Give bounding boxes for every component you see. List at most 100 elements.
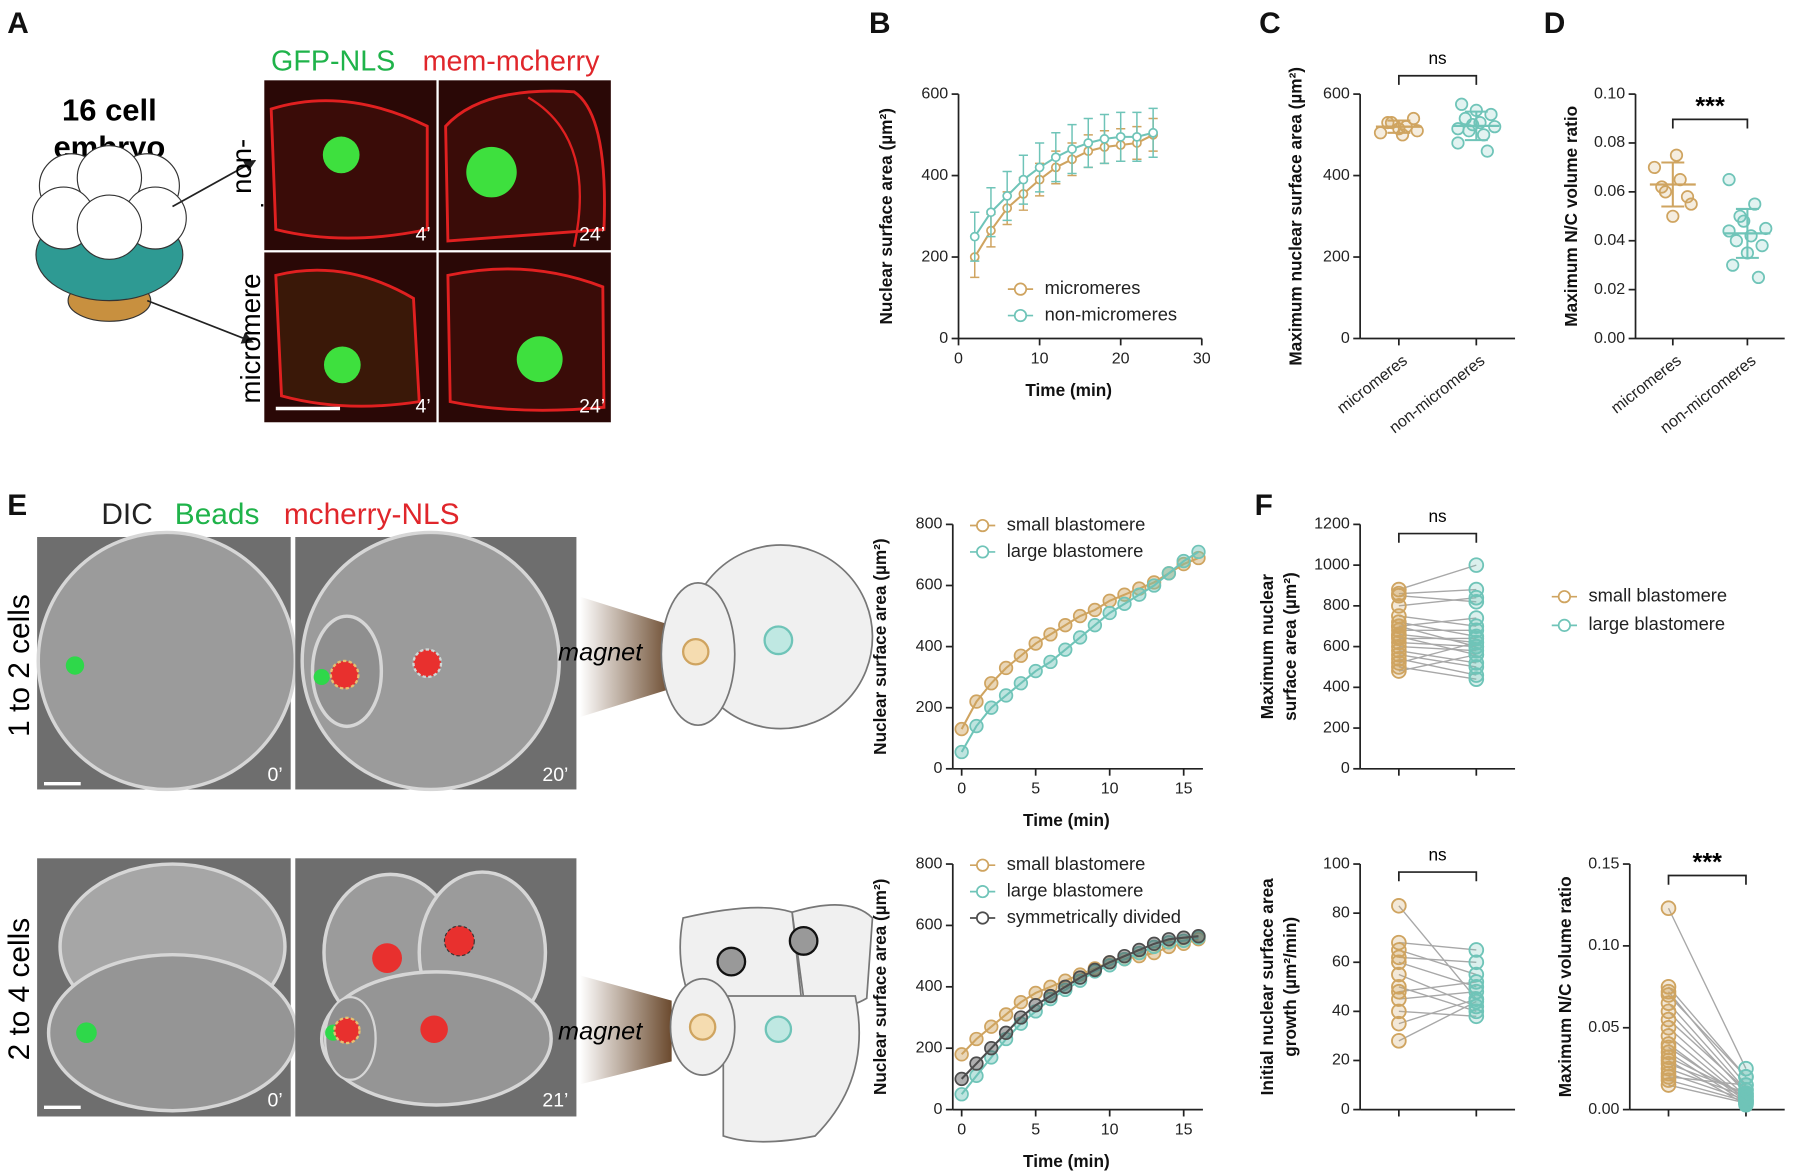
significance-label: ns xyxy=(1428,48,1446,68)
significance-label: *** xyxy=(1693,849,1723,877)
timestamp: 4’ xyxy=(416,223,431,245)
x-tick-label: 10 xyxy=(1101,780,1119,798)
data-point xyxy=(1115,131,1126,142)
nucleus xyxy=(443,925,475,957)
data-point xyxy=(984,1041,999,1056)
data-point xyxy=(1102,605,1117,621)
y-axis-label: surface area (µm²) xyxy=(1280,572,1300,721)
sd-bar xyxy=(1735,207,1759,259)
data-point xyxy=(954,1071,969,1087)
data-point xyxy=(1191,928,1206,944)
y-tick-label: 400 xyxy=(1323,166,1350,184)
data-point xyxy=(998,1007,1014,1022)
data-point xyxy=(1087,602,1103,618)
data-point xyxy=(1660,1019,1677,1036)
data-point xyxy=(1660,1049,1677,1066)
data-point xyxy=(1028,636,1043,651)
pair-line xyxy=(1667,986,1747,1078)
data-point xyxy=(1391,638,1407,655)
data-point xyxy=(1660,1060,1677,1077)
data-point xyxy=(1468,659,1485,675)
timestamp: 24’ xyxy=(579,223,605,245)
data-point xyxy=(1013,676,1029,691)
data-point xyxy=(1391,983,1407,1000)
data-point xyxy=(1660,900,1677,917)
data-point xyxy=(1013,994,1029,1010)
data-point xyxy=(1072,970,1088,985)
data-point xyxy=(1468,589,1485,606)
x-tick-label: 10 xyxy=(1101,1120,1119,1138)
pair-line xyxy=(1398,649,1477,664)
data-point xyxy=(1468,954,1485,971)
pair-line xyxy=(1398,991,1477,1000)
y-tick-label: 200 xyxy=(1323,247,1350,265)
data-point xyxy=(998,660,1014,676)
series-line xyxy=(960,551,1200,753)
nucleus xyxy=(716,946,747,977)
panel-label: D xyxy=(1544,7,1566,40)
y-tick-label: 400 xyxy=(1323,678,1350,696)
data-point xyxy=(1391,1015,1407,1032)
data-point xyxy=(1660,1003,1677,1020)
y-axis-label: Nuclear surface area (µm²) xyxy=(876,108,896,324)
data-point xyxy=(1680,190,1695,204)
pair-line xyxy=(1398,588,1477,595)
y-tick-label: 0.04 xyxy=(1594,231,1625,249)
membrane xyxy=(527,96,581,247)
pair-line xyxy=(1398,617,1477,627)
data-point xyxy=(1468,642,1485,659)
pair-line xyxy=(1398,981,1477,993)
timestamp: 21’ xyxy=(542,1090,568,1112)
timestamp: 0’ xyxy=(267,764,282,786)
data-point xyxy=(1755,239,1769,253)
y-tick-label: 400 xyxy=(916,637,943,655)
data-point xyxy=(1102,593,1117,608)
y-tick-label: 0 xyxy=(1341,1100,1350,1118)
channel-label: mem-mcherry xyxy=(423,46,600,78)
data-point xyxy=(1132,587,1147,602)
data-point xyxy=(1451,136,1465,150)
x-tick-label: 10 xyxy=(1031,349,1049,367)
data-point xyxy=(1655,180,1669,194)
x-tick-label: 20 xyxy=(1112,349,1130,367)
pair-line xyxy=(1668,1019,1747,1091)
data-point xyxy=(1002,191,1013,201)
data-point xyxy=(1660,1072,1677,1088)
data-point xyxy=(1468,557,1485,573)
nucleus xyxy=(412,648,443,679)
pair-line xyxy=(1398,645,1477,652)
y-tick-label: 600 xyxy=(1323,637,1350,655)
y-axis-label: Maximum nuclear xyxy=(1257,574,1277,720)
data-point xyxy=(1132,942,1147,958)
x-tick-label: micromeres xyxy=(1608,351,1685,417)
y-tick-label: 800 xyxy=(916,854,943,872)
nucleus xyxy=(788,926,819,956)
y-tick-label: 40 xyxy=(1332,1002,1350,1020)
data-point xyxy=(1660,1028,1677,1044)
series-line xyxy=(960,936,1199,1095)
data-point xyxy=(1738,1069,1754,1085)
y-tick-label: 200 xyxy=(916,1038,943,1056)
data-point xyxy=(1468,581,1485,598)
data-point xyxy=(1391,651,1407,667)
y-tick-label: 0 xyxy=(1341,329,1350,347)
sd-bar xyxy=(1464,110,1488,142)
nucleus xyxy=(764,1015,793,1044)
y-tick-label: 0.02 xyxy=(1594,280,1625,298)
y-axis-label: Maximum nuclear surface area (µm²) xyxy=(1286,67,1306,366)
significance-label: ns xyxy=(1428,845,1446,865)
data-point xyxy=(1067,144,1077,154)
nucleus xyxy=(688,1013,717,1041)
pair-line xyxy=(1398,1010,1477,1017)
legend-label: micromeres xyxy=(1045,277,1141,298)
legend-marker xyxy=(976,884,990,899)
significance-bracket xyxy=(1397,532,1478,543)
pair-line xyxy=(1668,1010,1747,1094)
legend-marker xyxy=(1013,308,1028,323)
bead xyxy=(65,656,85,675)
x-tick-label: 0 xyxy=(957,780,966,798)
data-point xyxy=(969,718,984,734)
nucleus xyxy=(322,136,360,174)
x-tick-label: 0 xyxy=(954,349,963,367)
sd-bar xyxy=(1387,119,1411,134)
